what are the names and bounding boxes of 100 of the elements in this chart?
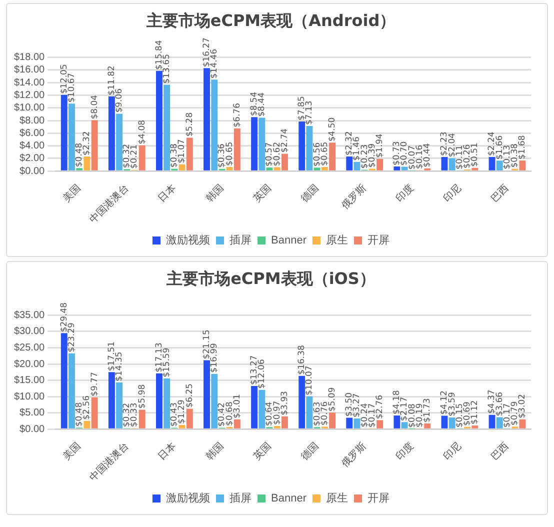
bar	[472, 168, 478, 170]
data-label: $1.73	[422, 398, 433, 423]
data-label: $17.13	[154, 342, 164, 372]
data-label: $0.08	[407, 404, 418, 428]
data-label: $1.12	[470, 400, 480, 425]
x-tick-label: 日本	[156, 182, 179, 205]
y-tick-label: $0.00	[20, 424, 46, 435]
bar	[186, 408, 193, 428]
bar	[178, 164, 186, 170]
legend-label: 原生	[326, 492, 348, 505]
bar	[211, 80, 218, 170]
y-tick-label: $35.00	[14, 310, 46, 321]
bar	[441, 416, 448, 428]
legend-label: Banner	[271, 234, 307, 247]
bar	[298, 121, 306, 170]
y-tick-label: $4.00	[20, 140, 46, 152]
bar	[354, 418, 360, 428]
x-tick-label: 印尼	[441, 182, 464, 205]
bar	[251, 386, 258, 428]
bar	[234, 419, 240, 428]
bar	[84, 156, 90, 170]
data-label: $3.93	[280, 391, 290, 416]
x-tick-label: 美国	[60, 182, 84, 205]
bar	[394, 416, 400, 428]
y-tick-label: $10.00	[14, 391, 46, 402]
data-label: $0.19	[414, 403, 425, 428]
legend-label: 插屏	[230, 234, 252, 247]
bar	[164, 378, 170, 428]
bar	[164, 84, 170, 170]
bar	[156, 70, 162, 170]
y-tick-label: $8.00	[20, 115, 46, 126]
data-label: $6.76	[232, 103, 242, 128]
x-tick-label: 印度	[394, 182, 416, 205]
bar	[298, 376, 306, 428]
data-label: $0.97	[272, 400, 282, 425]
bar	[282, 154, 288, 170]
data-label: $23.29	[66, 322, 77, 352]
bar	[156, 373, 162, 428]
bar	[234, 128, 240, 170]
data-label: $0.11	[454, 145, 465, 170]
legend-label: 激励视频	[166, 234, 210, 247]
bar	[60, 333, 68, 428]
bar	[91, 397, 98, 428]
data-label: $9.77	[90, 372, 100, 396]
data-label: $12.06	[257, 359, 268, 389]
bar	[186, 138, 193, 170]
data-label: $14.46	[210, 48, 220, 79]
y-tick-label: $25.00	[14, 342, 46, 354]
bar	[376, 420, 384, 428]
bar	[116, 114, 123, 170]
bar	[282, 416, 288, 428]
data-label: $0.51	[470, 142, 480, 167]
data-label: $12.05	[59, 64, 70, 94]
bar	[321, 167, 328, 170]
bar	[60, 94, 68, 170]
data-label: $8.44	[257, 92, 268, 117]
bar	[266, 168, 273, 170]
bar	[519, 160, 526, 170]
y-tick-label: $14.00	[14, 77, 46, 88]
data-label: $10.07	[304, 366, 315, 396]
y-tick-label: $0.00	[20, 166, 46, 177]
data-label: $1.94	[375, 134, 386, 158]
x-tick-label: 德国	[299, 440, 322, 463]
bar	[91, 120, 98, 170]
bar	[496, 160, 503, 170]
data-label: $16.27	[202, 37, 212, 68]
bar	[258, 390, 266, 428]
data-label: $3.02	[518, 394, 528, 418]
data-label: $16.99	[210, 343, 220, 373]
data-label: $0.56	[312, 142, 322, 167]
data-label: $0.26	[462, 144, 472, 169]
bar	[306, 396, 313, 428]
x-tick-label: 俄罗斯	[338, 182, 369, 212]
data-label: $14.35	[114, 352, 124, 382]
data-label: $17.51	[106, 341, 117, 372]
data-label: $0.69	[462, 402, 472, 426]
y-tick-label: $5.00	[20, 408, 46, 419]
bar	[68, 104, 75, 170]
bar	[448, 417, 456, 428]
bar	[441, 157, 448, 170]
data-label: $3.01	[232, 394, 242, 418]
data-label: $1.68	[518, 135, 528, 160]
legend-label: 原生	[326, 234, 348, 247]
bar	[401, 422, 408, 428]
data-label: $0.21	[130, 144, 140, 169]
data-label: $13.65	[162, 54, 172, 84]
data-label: $11.82	[106, 66, 117, 96]
x-tick-label: 德国	[299, 182, 322, 205]
data-label: $0.44	[422, 143, 433, 168]
bar	[258, 118, 266, 170]
data-label: $2.76	[375, 394, 386, 420]
bar	[226, 167, 233, 170]
data-label: $0.62	[272, 142, 282, 166]
bar	[108, 372, 115, 428]
bar	[346, 418, 353, 428]
x-tick-label: 印尼	[441, 440, 464, 463]
x-tick-label: 中国港澳台	[87, 182, 131, 226]
data-label: $0.13	[502, 144, 512, 170]
bar	[116, 382, 123, 428]
data-label: $3.66	[494, 392, 505, 416]
